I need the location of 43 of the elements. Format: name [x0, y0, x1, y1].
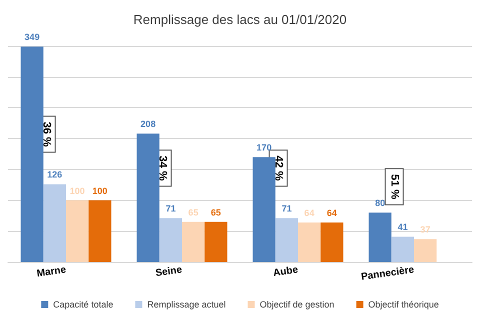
bar	[20, 46, 44, 262]
bar	[368, 212, 392, 262]
annotation: 51 %	[388, 174, 400, 200]
data-label: 65	[188, 207, 198, 218]
bar	[66, 200, 89, 262]
bar	[298, 222, 321, 262]
data-label: 170	[256, 142, 272, 153]
data-label: 126	[47, 170, 62, 180]
data-label: 349	[24, 32, 40, 42]
data-label: 65	[210, 207, 221, 218]
data-label: 64	[304, 208, 314, 218]
bar	[252, 157, 276, 262]
bar	[275, 218, 298, 262]
bar	[320, 222, 344, 262]
data-label: 41	[398, 222, 408, 232]
data-label: 80	[375, 198, 386, 208]
annotation: 34 %	[156, 156, 168, 181]
x-tick-label: Pannecière	[360, 264, 416, 283]
legend-label: Remplissage actuel	[147, 300, 226, 310]
annotation: 42 %	[272, 156, 284, 181]
data-label: 100	[70, 186, 85, 196]
bar	[43, 184, 66, 262]
bar	[204, 222, 228, 262]
data-label: 71	[282, 204, 292, 214]
data-label: 64	[326, 208, 337, 218]
bar	[136, 134, 160, 262]
legend-label: Objectif théorique	[368, 300, 439, 310]
x-tick-label: Aube	[272, 264, 300, 279]
legend-label: Capacité totale	[53, 300, 114, 310]
bar	[182, 222, 205, 262]
data-label: 100	[92, 186, 108, 196]
legend-label: Objectif de gestion	[260, 300, 334, 310]
x-tick-label: Seine	[154, 264, 184, 280]
data-label: 71	[166, 204, 176, 214]
annotation: 36 %	[40, 122, 52, 147]
data-label: 37	[420, 224, 430, 235]
x-tick-label: Marne	[36, 264, 68, 280]
bar	[159, 218, 182, 262]
bar	[88, 200, 112, 262]
bar	[414, 239, 437, 262]
bar	[391, 236, 414, 262]
data-label: 208	[140, 119, 156, 130]
chart-title: Remplissage des lacs au 01/01/2020	[133, 12, 347, 27]
